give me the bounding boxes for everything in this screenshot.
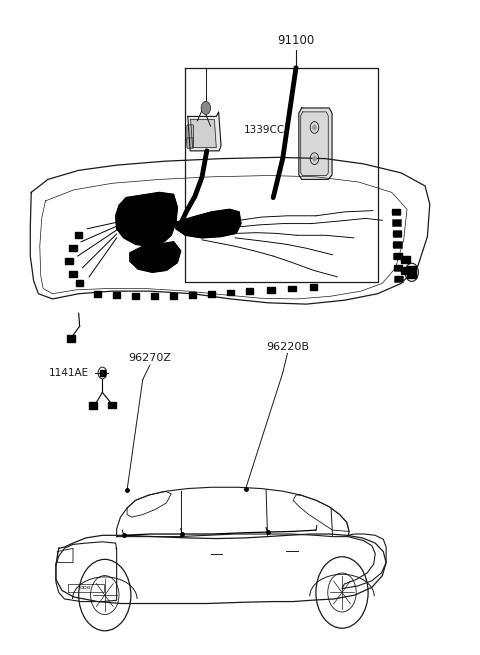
Polygon shape — [301, 112, 328, 176]
Polygon shape — [394, 253, 401, 259]
Polygon shape — [188, 112, 221, 151]
Polygon shape — [76, 280, 84, 286]
Polygon shape — [191, 120, 216, 147]
Polygon shape — [288, 286, 296, 291]
Bar — [392, 209, 400, 215]
Polygon shape — [176, 210, 241, 238]
Polygon shape — [116, 193, 178, 246]
Polygon shape — [113, 292, 120, 298]
Polygon shape — [208, 291, 216, 297]
Polygon shape — [395, 276, 402, 282]
Bar — [68, 584, 104, 592]
Polygon shape — [69, 246, 77, 251]
Polygon shape — [310, 284, 317, 290]
Text: 91100: 91100 — [277, 34, 314, 47]
FancyBboxPatch shape — [187, 125, 193, 143]
Circle shape — [312, 156, 316, 161]
Polygon shape — [69, 271, 77, 277]
Text: 96220B: 96220B — [266, 341, 309, 352]
Polygon shape — [408, 267, 416, 278]
Polygon shape — [65, 258, 73, 264]
Polygon shape — [392, 210, 400, 214]
Text: ooo: ooo — [80, 585, 92, 590]
Circle shape — [201, 102, 211, 115]
Polygon shape — [94, 291, 101, 297]
Bar — [394, 253, 402, 259]
Polygon shape — [151, 293, 158, 299]
Bar — [394, 265, 402, 271]
Polygon shape — [299, 108, 332, 179]
Polygon shape — [394, 242, 401, 247]
Polygon shape — [130, 242, 180, 272]
Polygon shape — [246, 288, 253, 294]
Bar — [392, 219, 401, 225]
Polygon shape — [393, 231, 401, 236]
Polygon shape — [401, 256, 410, 263]
Text: 1141AE: 1141AE — [49, 368, 89, 378]
Polygon shape — [267, 287, 275, 293]
Polygon shape — [393, 219, 400, 225]
Bar — [393, 230, 401, 236]
Polygon shape — [75, 233, 83, 238]
Polygon shape — [227, 290, 234, 295]
Polygon shape — [401, 267, 410, 274]
Polygon shape — [189, 292, 196, 298]
Bar — [394, 276, 403, 282]
Text: 1339CC: 1339CC — [244, 125, 285, 135]
Polygon shape — [100, 370, 105, 375]
Polygon shape — [67, 335, 75, 342]
Polygon shape — [89, 402, 96, 409]
FancyBboxPatch shape — [187, 138, 193, 148]
Polygon shape — [108, 402, 116, 408]
Text: 96270Z: 96270Z — [128, 353, 171, 364]
Bar — [393, 241, 402, 248]
Circle shape — [312, 125, 316, 130]
Polygon shape — [132, 293, 139, 299]
Polygon shape — [395, 265, 402, 271]
Polygon shape — [170, 293, 178, 299]
